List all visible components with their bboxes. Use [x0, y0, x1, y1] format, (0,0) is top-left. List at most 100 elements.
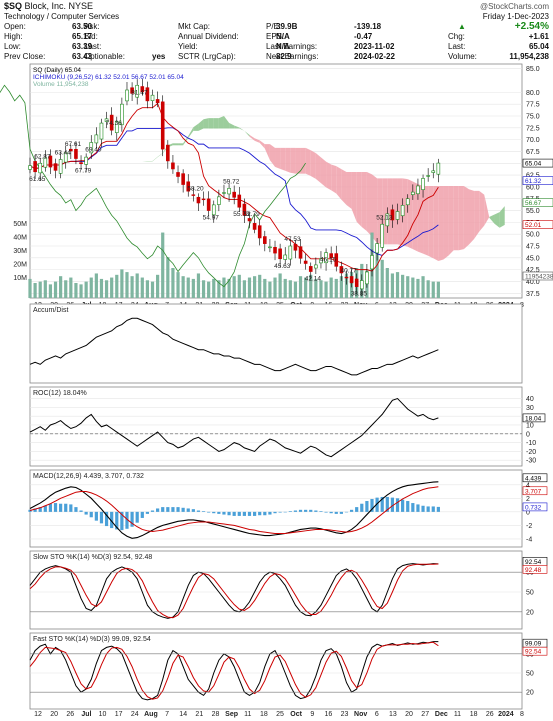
candle-body — [298, 246, 303, 259]
volume-bar — [263, 278, 267, 298]
ichimoku-cloud-segment — [428, 185, 434, 259]
x-tick-label-bottom: 18 — [260, 711, 268, 718]
quote-label: SCTR (LrgCap): — [178, 52, 236, 61]
indicator-tick-label: 0 — [526, 509, 530, 516]
symbol: $SQ — [4, 1, 23, 11]
candle-body — [370, 255, 374, 270]
value-tag-box — [522, 502, 548, 512]
macd-histogram-bar — [375, 497, 379, 512]
macd-histogram-bar — [104, 511, 109, 527]
candle-body — [130, 87, 134, 94]
macd-histogram-bar — [390, 497, 395, 512]
ichimoku-cloud-segment — [280, 147, 286, 171]
ichimoku-cloud-segment — [249, 134, 255, 141]
macd-histogram-bar — [324, 511, 328, 513]
macd-histogram-bar — [273, 511, 277, 514]
indicator-line — [29, 563, 439, 619]
up-arrow-icon: ▲ — [458, 22, 466, 31]
candle-body — [33, 161, 37, 173]
price-annotation: 52.79 — [243, 211, 260, 218]
price-tick-label: 67.5 — [526, 149, 540, 156]
legend-entry: ICHIMOKU (9,26,52) 61.32 52.01 56.67 52.… — [33, 74, 184, 81]
ichimoku-cloud-segment — [290, 147, 296, 174]
price-annotation: 58.20 — [187, 185, 204, 192]
candle-body — [201, 198, 206, 201]
volume-bar — [69, 277, 73, 298]
candle-body — [308, 266, 313, 272]
indicator-tick-label: -30 — [526, 458, 536, 465]
volume-bar — [319, 280, 323, 298]
quote-value: 63.43 — [72, 52, 93, 61]
candle-body — [109, 114, 114, 131]
volume-bar — [181, 276, 185, 298]
quote-value: +1.61 — [528, 32, 549, 41]
value-tag: 0.732 — [525, 504, 542, 511]
value-tag: 92.54 — [525, 559, 542, 566]
ichimoku-cloud-segment — [448, 185, 454, 256]
macd-panel — [29, 469, 523, 548]
quote-label: Yield: — [178, 42, 198, 51]
ichimoku-cloud-segment — [254, 138, 260, 143]
volume-bar — [130, 276, 134, 298]
indicator-tick-label: 20 — [526, 609, 534, 616]
ichimoku-cloud-segment — [474, 190, 480, 240]
volume-tick-label: 50M — [13, 221, 27, 228]
candle-body — [99, 122, 104, 140]
volume-bar — [416, 278, 420, 298]
ichimoku-cloud-segment — [489, 214, 495, 224]
price-tick-label: 37.5 — [526, 291, 540, 298]
ichimoku-cloud-segment — [423, 185, 429, 256]
ichimoku-cloud-segment — [172, 143, 179, 146]
candle-body — [385, 213, 390, 227]
macd-histogram-bar — [191, 509, 195, 512]
ichimoku-cloud-segment — [315, 153, 321, 184]
ichimoku-cloud-segment — [407, 179, 413, 250]
indicator-title: ROC(12) 18.04% — [33, 390, 87, 397]
candle-body — [365, 271, 369, 285]
price-tick-label: 80.0 — [526, 90, 540, 97]
quote-label: High: — [4, 32, 23, 41]
value-tag-box — [522, 564, 548, 574]
candle-body — [150, 94, 155, 101]
indicator-line — [29, 641, 439, 700]
ichimoku-cloud-segment — [392, 178, 398, 245]
x-tick-label-bottom: 8 — [520, 711, 524, 718]
price-annotation: 47.53 — [284, 236, 301, 243]
ichimoku-cloud-segment — [275, 147, 281, 169]
ichimoku-cloud-segment — [351, 172, 357, 222]
candle-body — [273, 246, 277, 254]
candle-body — [181, 173, 185, 185]
ichimoku-cloud-segment — [234, 125, 240, 129]
x-tick-label-bottom: 20 — [50, 711, 58, 718]
ichimoku-cloud-segment — [259, 140, 265, 149]
candle-body — [58, 159, 63, 174]
macd-histogram-bar — [28, 509, 32, 512]
macd-histogram-bar — [89, 511, 93, 518]
x-tick-label-bottom: Sep — [225, 711, 238, 718]
macd-histogram-bar — [59, 503, 63, 512]
value-tag: 52.01 — [525, 222, 542, 229]
macd-histogram-bar — [43, 505, 47, 512]
value-tag: 92.48 — [525, 567, 542, 574]
volume-bar — [94, 273, 98, 298]
volume-bar — [64, 280, 68, 298]
x-tick-label-bottom: 7 — [165, 711, 169, 718]
macd-line — [29, 481, 439, 539]
volume-bar — [406, 276, 410, 298]
quote-value: 11,954,238 — [509, 52, 549, 61]
candle-body — [293, 243, 298, 251]
volume-bar — [222, 277, 226, 298]
volume-bar — [207, 281, 211, 298]
candle-body — [217, 196, 221, 205]
macd-histogram-bar — [411, 503, 415, 512]
ichimoku-cloud-segment — [178, 143, 184, 146]
volume-bar — [283, 278, 287, 298]
indicator-tick-label: -20 — [526, 449, 536, 456]
macd-histogram-bar — [125, 511, 129, 529]
candle-body — [395, 211, 400, 220]
macd-signal-line — [29, 486, 439, 535]
candle-body — [324, 252, 328, 264]
volume-bar — [411, 277, 415, 298]
volume-bar — [53, 281, 58, 298]
